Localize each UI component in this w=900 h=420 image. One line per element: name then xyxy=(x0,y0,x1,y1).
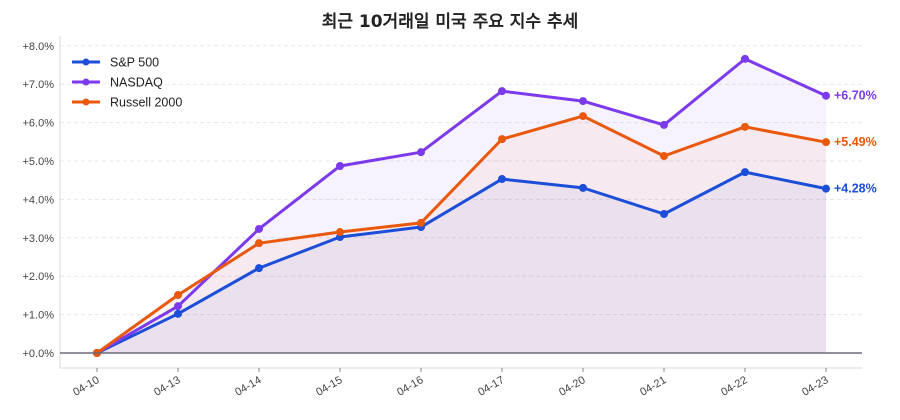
end-label: +5.49% xyxy=(834,135,877,149)
x-tick-label: 04-13 xyxy=(152,374,182,398)
y-tick-label: +1.0% xyxy=(23,310,55,322)
end-label: +4.28% xyxy=(834,182,877,196)
legend-label: NASDAQ xyxy=(110,76,163,90)
x-tick-label: 04-17 xyxy=(476,374,506,398)
data-point xyxy=(741,168,749,177)
data-point xyxy=(660,152,668,161)
x-tick-label: 04-14 xyxy=(233,374,263,398)
data-point xyxy=(255,264,263,273)
data-point xyxy=(336,161,344,170)
y-tick-label: +3.0% xyxy=(23,233,55,245)
data-point xyxy=(498,135,506,144)
data-point xyxy=(741,122,749,131)
data-point xyxy=(417,148,425,157)
y-tick-label: +4.0% xyxy=(23,194,55,206)
data-point xyxy=(498,175,506,184)
data-point xyxy=(822,138,830,147)
data-point xyxy=(336,228,344,237)
data-point xyxy=(174,302,182,311)
data-point xyxy=(255,224,263,233)
x-tick-label: 04-21 xyxy=(638,374,668,398)
series-line-2 xyxy=(96,114,827,355)
legend-label: S&P 500 xyxy=(110,56,159,70)
legend-label: Russell 2000 xyxy=(110,96,182,110)
x-tick-label: 04-15 xyxy=(314,374,344,398)
data-point xyxy=(822,184,830,193)
data-point xyxy=(822,91,830,100)
x-tick-label: 04-22 xyxy=(719,374,749,398)
data-point xyxy=(255,239,263,248)
area-0 xyxy=(97,172,826,353)
y-tick-label: +7.0% xyxy=(23,79,55,91)
area-2 xyxy=(97,116,826,354)
data-point xyxy=(660,209,668,218)
y-tick-label: +0.0% xyxy=(23,348,55,360)
legend-marker xyxy=(82,98,90,106)
legend-marker xyxy=(82,78,90,86)
data-point xyxy=(174,291,182,300)
x-tick-label: 04-10 xyxy=(71,374,101,398)
area-1 xyxy=(97,58,826,354)
data-point xyxy=(579,112,587,121)
y-tick-label: +6.0% xyxy=(23,118,55,130)
legend-marker xyxy=(82,58,90,66)
data-point xyxy=(660,120,668,129)
chart-title: 최근 10거래일 미국 주요 지수 추세 xyxy=(322,12,579,32)
x-tick-label: 04-16 xyxy=(395,374,425,398)
data-point xyxy=(741,54,749,63)
data-point xyxy=(579,97,587,106)
x-tick-label: 04-23 xyxy=(800,374,830,398)
y-tick-label: +8.0% xyxy=(23,41,55,53)
data-point xyxy=(417,218,425,227)
y-tick-label: +2.0% xyxy=(23,271,55,283)
end-label: +6.70% xyxy=(834,89,877,103)
series-line-0 xyxy=(96,170,827,355)
data-point xyxy=(174,309,182,318)
y-tick-label: +5.0% xyxy=(23,156,55,168)
data-point xyxy=(579,183,587,192)
x-tick-label: 04-20 xyxy=(557,374,587,398)
data-point xyxy=(498,87,506,96)
